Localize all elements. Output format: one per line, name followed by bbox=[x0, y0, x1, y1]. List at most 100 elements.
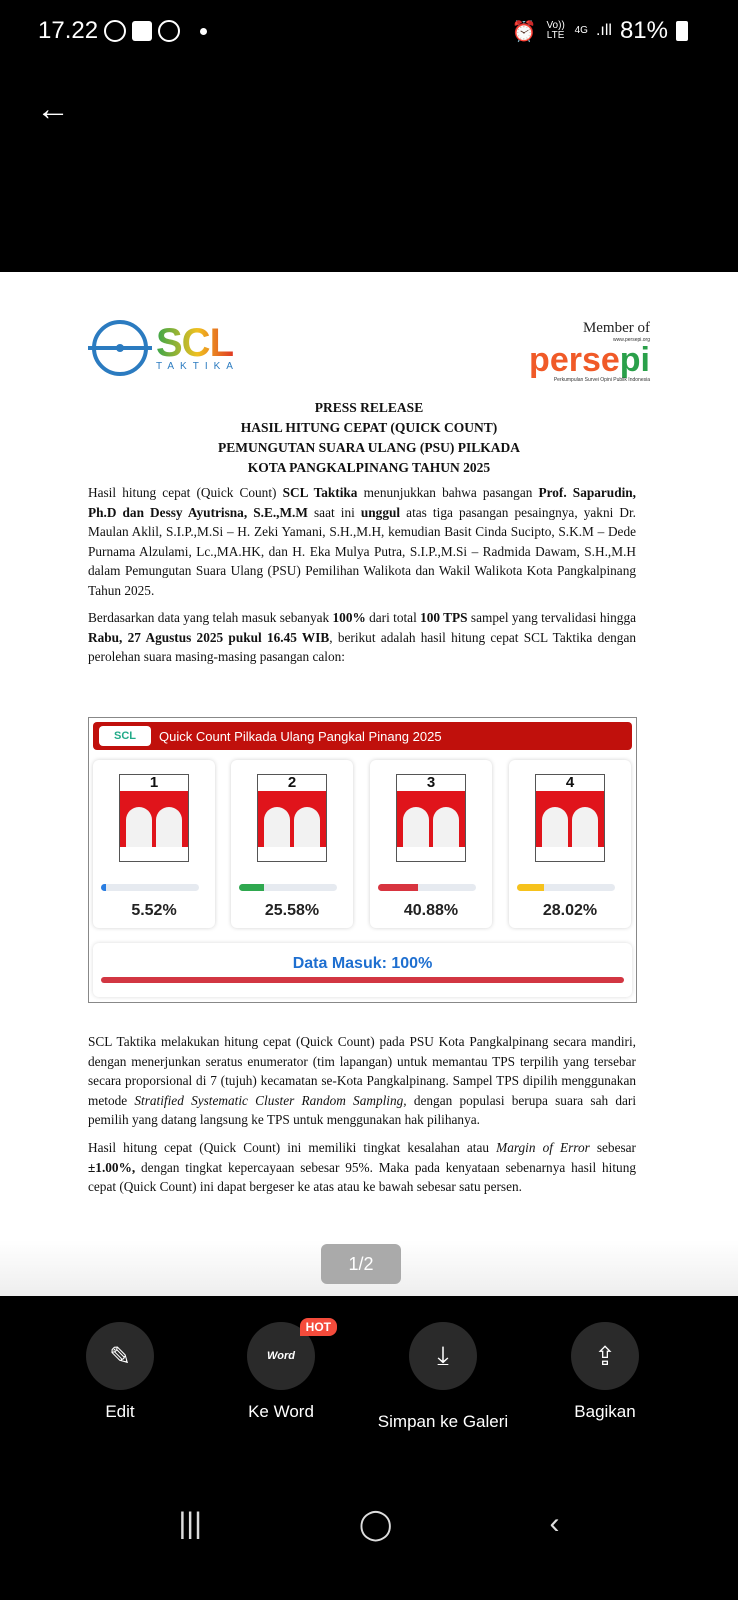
battery-level: 81% bbox=[619, 17, 668, 44]
alarm-icon: ⏰ bbox=[511, 20, 537, 43]
whatsapp-icon bbox=[158, 20, 181, 42]
t: , berikut adalah hasil hitung cepat SCL … bbox=[88, 629, 636, 665]
target-icon bbox=[88, 320, 152, 376]
candidate-card: 1 5.52% bbox=[93, 760, 215, 928]
title-line: PEMUNGUTAN SUARA ULANG (PSU) PILKADA bbox=[217, 440, 520, 455]
t: saat ini bbox=[307, 504, 361, 520]
caption bbox=[397, 847, 465, 861]
word-icon: Word HOT bbox=[247, 1318, 337, 1390]
vote-bar-track bbox=[101, 884, 199, 891]
chart-header: SCL Quick Count Pilkada Ulang Pangkal Pi… bbox=[93, 722, 632, 750]
persepi-subtitle: Perkumpulan Survei Opini Publik Indonesi… bbox=[553, 377, 650, 383]
persepi-b: pi bbox=[619, 341, 650, 379]
share-icon: ⇪ bbox=[571, 1322, 639, 1390]
t: Hasil hitung cepat (Quick Count) bbox=[88, 485, 283, 500]
persepi-url: www.persepi.org bbox=[613, 337, 650, 343]
t: Stratified Systematic Cluster Random Sam… bbox=[134, 1092, 407, 1108]
caption bbox=[536, 847, 604, 861]
candidate-image bbox=[397, 791, 465, 847]
save-to-gallery-button[interactable]: ⤓ Simpan ke Galeri bbox=[373, 1322, 513, 1431]
notification-dot-icon bbox=[200, 27, 208, 35]
t: 100% bbox=[332, 610, 366, 625]
t: 100 TPS bbox=[420, 610, 468, 625]
chart-title: Quick Count Pilkada Ulang Pangkal Pinang… bbox=[159, 728, 442, 744]
paragraph-1: Hasil hitung cepat (Quick Count) SCL Tak… bbox=[88, 483, 636, 600]
logo-text: SCL bbox=[156, 323, 239, 363]
t: Berdasarkan data yang telah masuk sebany… bbox=[88, 610, 333, 625]
paragraph-4: Hasil hitung cepat (Quick Count) ini mem… bbox=[88, 1138, 636, 1197]
caption bbox=[120, 847, 188, 861]
candidate-photo: 1 bbox=[119, 774, 189, 862]
data-masuk-label: Data Masuk: 100% bbox=[292, 955, 433, 972]
title-line: KOTA PANGKALPINANG TAHUN 2025 bbox=[247, 460, 491, 475]
persepi-logo: Member of www.persepi.org persepi Perkum… bbox=[529, 320, 650, 383]
t: SCL Taktika bbox=[282, 485, 358, 500]
quick-count-chart: SCL Quick Count Pilkada Ulang Pangkal Pi… bbox=[88, 717, 637, 1003]
recent-apps-icon[interactable]: ||| bbox=[178, 1507, 202, 1540]
share-label: Bagikan bbox=[574, 1402, 636, 1421]
t: dengan populasi berupa suara sah dari pe… bbox=[88, 1092, 637, 1128]
vote-bar-track bbox=[239, 884, 337, 891]
candidate-image bbox=[536, 791, 604, 847]
title-line: PRESS RELEASE bbox=[314, 400, 424, 415]
scl-mini-logo: SCL bbox=[99, 726, 151, 746]
t: SCL Taktika melakukan hitung cepat (Quic… bbox=[88, 1034, 636, 1108]
t: atas tiga pasangan pesaingnya, yakni Dr.… bbox=[88, 504, 636, 598]
vote-percentage: 40.88% bbox=[403, 902, 459, 919]
paragraph-2: Berdasarkan data yang telah masuk sebany… bbox=[88, 608, 636, 667]
t: Prof. Saparudin, Ph.D dan Dessy Ayutrisn… bbox=[88, 485, 636, 520]
persepi-wordmark: persepi bbox=[529, 343, 650, 377]
t: dari total bbox=[365, 610, 421, 625]
edit-icon: ✎ bbox=[86, 1322, 154, 1390]
candidate-image bbox=[120, 791, 188, 847]
nav-back-icon[interactable]: ‹ bbox=[549, 1507, 560, 1540]
vote-bar-track bbox=[378, 884, 476, 891]
edit-label: Edit bbox=[105, 1402, 135, 1421]
vote-percentage: 5.52% bbox=[131, 902, 177, 919]
network-type: 4G bbox=[574, 25, 588, 36]
vote-bar bbox=[378, 884, 419, 891]
caption bbox=[258, 847, 326, 861]
t: Rabu, 27 Agustus 2025 pukul 16.45 WIB bbox=[88, 629, 330, 645]
document-page: SCL TAKTIKA Member of www.persepi.org pe… bbox=[0, 272, 738, 1296]
t: unggul bbox=[360, 504, 401, 520]
to-word-button[interactable]: Word HOT Ke Word bbox=[211, 1318, 351, 1422]
press-release-title: PRESS RELEASE HASIL HITUNG CEPAT (QUICK … bbox=[0, 398, 738, 478]
candidate-card: 2 25.58% bbox=[231, 760, 353, 928]
candidate-image bbox=[258, 791, 326, 847]
share-button[interactable]: ⇪ Bagikan bbox=[535, 1322, 675, 1422]
paragraph-3: SCL Taktika melakukan hitung cepat (Quic… bbox=[88, 1032, 636, 1130]
vote-bar bbox=[239, 884, 265, 891]
download-icon: ⤓ bbox=[409, 1322, 477, 1390]
candidate-photo: 2 bbox=[257, 774, 327, 862]
save-label: Simpan ke Galeri bbox=[377, 1412, 509, 1431]
candidate-photo: 3 bbox=[396, 774, 466, 862]
candidate-number: 2 bbox=[287, 774, 297, 791]
t: sampel yang tervalidasi hingga bbox=[467, 610, 637, 625]
t: sebesar bbox=[589, 1140, 636, 1155]
vote-bar bbox=[517, 884, 545, 891]
vote-bar bbox=[101, 884, 107, 891]
edit-button[interactable]: ✎ Edit bbox=[50, 1322, 190, 1422]
t: Hasil hitung cepat (Quick Count) ini mem… bbox=[88, 1140, 497, 1155]
t: Margin of Error bbox=[496, 1140, 590, 1155]
volte-icon: Vo)) LTE bbox=[546, 20, 565, 41]
candidate-card: 4 28.02% bbox=[509, 760, 631, 928]
page-indicator: 1/2 bbox=[321, 1244, 401, 1284]
candidate-number: 4 bbox=[565, 774, 575, 791]
back-arrow-icon[interactable]: ← bbox=[36, 90, 70, 128]
t: menunjukkan bahwa pasangan bbox=[357, 485, 539, 500]
scl-taktika-logo: SCL TAKTIKA bbox=[88, 320, 239, 376]
whatsapp-icon bbox=[104, 20, 127, 42]
data-masuk-bar bbox=[101, 977, 624, 983]
candidate-photo: 4 bbox=[535, 774, 605, 862]
candidate-number: 1 bbox=[149, 774, 159, 791]
vote-percentage: 28.02% bbox=[542, 902, 598, 919]
t: ±1.00%, bbox=[88, 1159, 136, 1175]
battery-icon bbox=[676, 21, 688, 41]
vote-percentage: 25.58% bbox=[264, 902, 320, 919]
home-icon[interactable]: ◯ bbox=[358, 1507, 393, 1541]
gallery-icon bbox=[132, 21, 153, 41]
clock: 17.22 bbox=[38, 17, 99, 44]
word-label: Ke Word bbox=[248, 1402, 314, 1421]
